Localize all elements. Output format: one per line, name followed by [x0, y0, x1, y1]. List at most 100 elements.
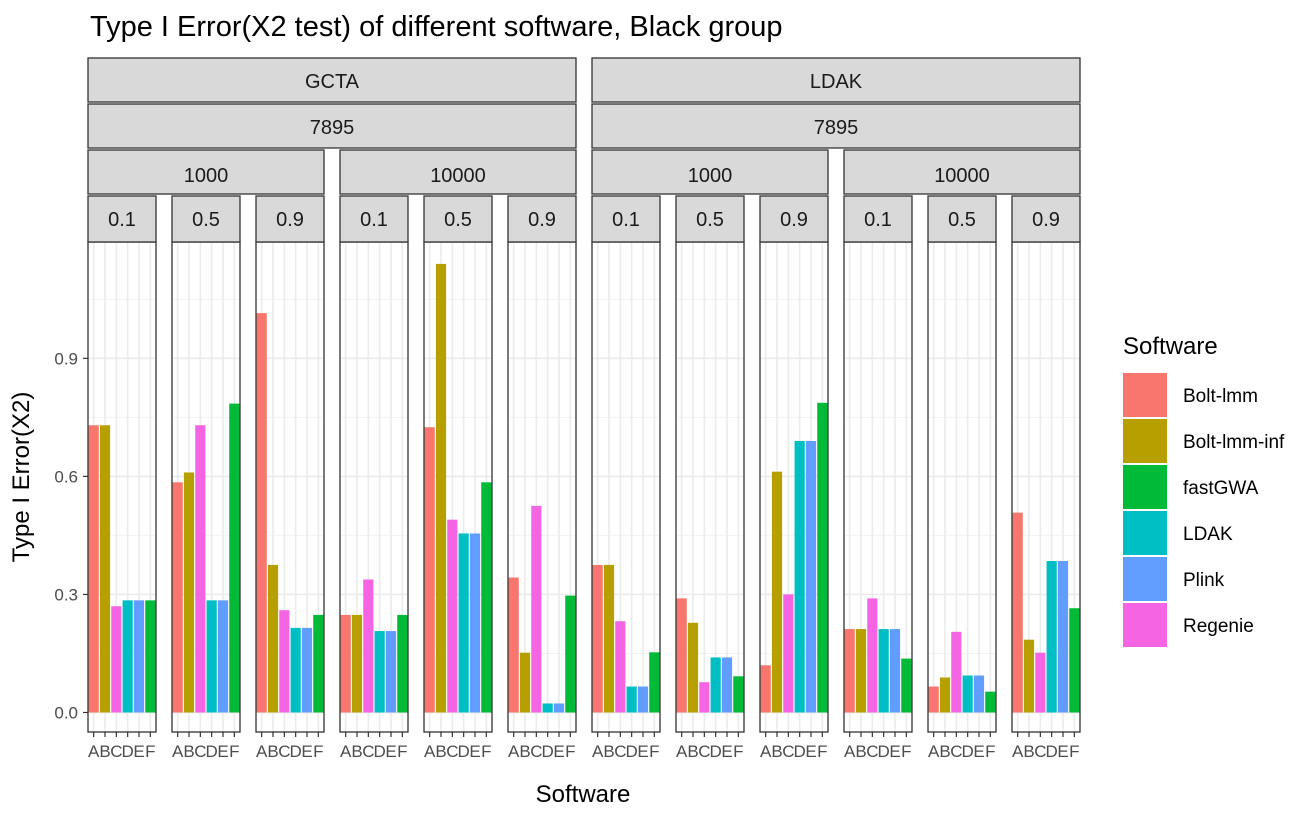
strip-label: 0.1 [612, 209, 640, 231]
strip-level3: 0.1 [591, 195, 661, 243]
strip-level3: 0.9 [507, 195, 577, 243]
strip-level1: GCTA [87, 57, 577, 103]
strip-label: 0.9 [528, 209, 556, 231]
panel-background [424, 242, 492, 732]
y-tick-label: 0.0 [54, 704, 78, 723]
x-tick-label: C [1034, 742, 1046, 761]
x-tick-label: B [99, 742, 110, 761]
bar-fastgwa-f [481, 482, 492, 713]
strip-level3: 0.5 [423, 195, 493, 243]
strip-label: 0.1 [864, 209, 892, 231]
panel-background [844, 242, 912, 732]
bar-bolt-lmm-inf-b [99, 425, 111, 713]
strip-background [1011, 195, 1081, 243]
strip-level1: LDAK [591, 57, 1081, 103]
strip-background [87, 103, 577, 149]
panel-background [676, 242, 744, 732]
bar-plink-e [637, 686, 649, 713]
bar-fastgwa-f [649, 652, 660, 713]
x-tick-label: C [866, 742, 878, 761]
strip-background [339, 149, 577, 195]
strip-level3: 0.5 [675, 195, 745, 243]
strip-label: 0.9 [1032, 209, 1060, 231]
x-tick-label: C [698, 742, 710, 761]
bar-ldak-d [290, 627, 301, 713]
x-tick-label: F [817, 742, 827, 761]
bar-bolt-lmm-a [340, 614, 351, 713]
legend-item: Regenie [1123, 603, 1254, 647]
bar-bolt-lmm-inf-b [351, 614, 363, 713]
legend-label: Bolt-lmm-inf [1183, 432, 1285, 453]
strip-background [591, 57, 1081, 103]
x-tick-label: C [446, 742, 458, 761]
panel-background [760, 242, 828, 732]
legend-item: Bolt-lmm [1123, 373, 1258, 417]
x-tick-label: E [1057, 742, 1068, 761]
bar-regenie-c [279, 610, 290, 713]
bar-fastgwa-f [397, 614, 408, 713]
bar-plink-e [721, 657, 733, 713]
panel-background [340, 242, 408, 732]
x-tick-label: E [385, 742, 396, 761]
bar-bolt-lmm-a [592, 564, 603, 713]
facet-panel: A B C D E F 0.5 [171, 195, 241, 761]
y-tick-label: 0.6 [54, 467, 78, 486]
facet-panel: A B C D E F 0.5 [423, 195, 493, 761]
legend-swatch [1123, 557, 1167, 601]
strip-label: 0.1 [108, 209, 136, 231]
x-tick-label: F [565, 742, 575, 761]
legend-item: Plink [1123, 557, 1225, 601]
facet-panel: A B C D E F 0.9 [255, 195, 325, 761]
x-tick-label: A [1012, 742, 1024, 761]
strip-label: 0.5 [444, 209, 472, 231]
bar-bolt-lmm-inf-b [939, 677, 951, 713]
bar-plink-e [889, 629, 901, 713]
strip-label: 1000 [688, 165, 733, 187]
x-tick-label: A [928, 742, 940, 761]
strip-group: 10000 [843, 149, 1081, 195]
x-tick-label: A [760, 742, 772, 761]
bar-ldak-d [122, 600, 133, 713]
x-tick-label: F [229, 742, 239, 761]
facet-panel: A B C D E F 0.1 [591, 195, 661, 761]
x-tick-label: A [172, 742, 184, 761]
bar-regenie-c [363, 579, 374, 713]
strip-group: 1000 [87, 149, 325, 195]
legend-label: Bolt-lmm [1183, 386, 1258, 407]
x-tick-label: E [889, 742, 900, 761]
x-tick-label: C [530, 742, 542, 761]
bar-regenie-c [111, 606, 122, 713]
bar-bolt-lmm-a [760, 665, 771, 713]
x-tick-label: A [340, 742, 352, 761]
x-tick-label: F [1069, 742, 1079, 761]
x-tick-label: A [424, 742, 436, 761]
strip-background [843, 149, 1081, 195]
bar-bolt-lmm-a [256, 313, 267, 713]
legend-swatch [1123, 511, 1167, 555]
x-tick-label: F [649, 742, 659, 761]
bar-plink-e [973, 675, 985, 713]
strip-background [591, 195, 661, 243]
strip-label: 7895 [310, 117, 355, 139]
strip-level3: 0.9 [255, 195, 325, 243]
bar-ldak-d [1046, 561, 1057, 713]
panel-background [1012, 242, 1080, 732]
x-tick-label: D [290, 742, 302, 761]
strip-background [759, 195, 829, 243]
x-tick-label: D [1046, 742, 1058, 761]
facet-panel: A B C D E F 0.9 [507, 195, 577, 761]
strip-label: LDAK [810, 71, 863, 93]
strip-level2: 7895 [87, 103, 577, 149]
chart-title: Type I Error(X2 test) of different softw… [90, 11, 783, 43]
bar-bolt-lmm-inf-b [687, 622, 699, 713]
bar-bolt-lmm-a [676, 598, 687, 713]
bar-plink-e [805, 440, 817, 713]
bar-regenie-c [699, 682, 710, 713]
facet-panel: A B C D E F 0.9 [1011, 195, 1081, 761]
x-tick-label: E [553, 742, 564, 761]
strip-label: 7895 [814, 117, 859, 139]
x-tick-label: D [374, 742, 386, 761]
strip-label: 0.5 [696, 209, 724, 231]
x-tick-label: C [362, 742, 374, 761]
x-tick-label: B [939, 742, 950, 761]
